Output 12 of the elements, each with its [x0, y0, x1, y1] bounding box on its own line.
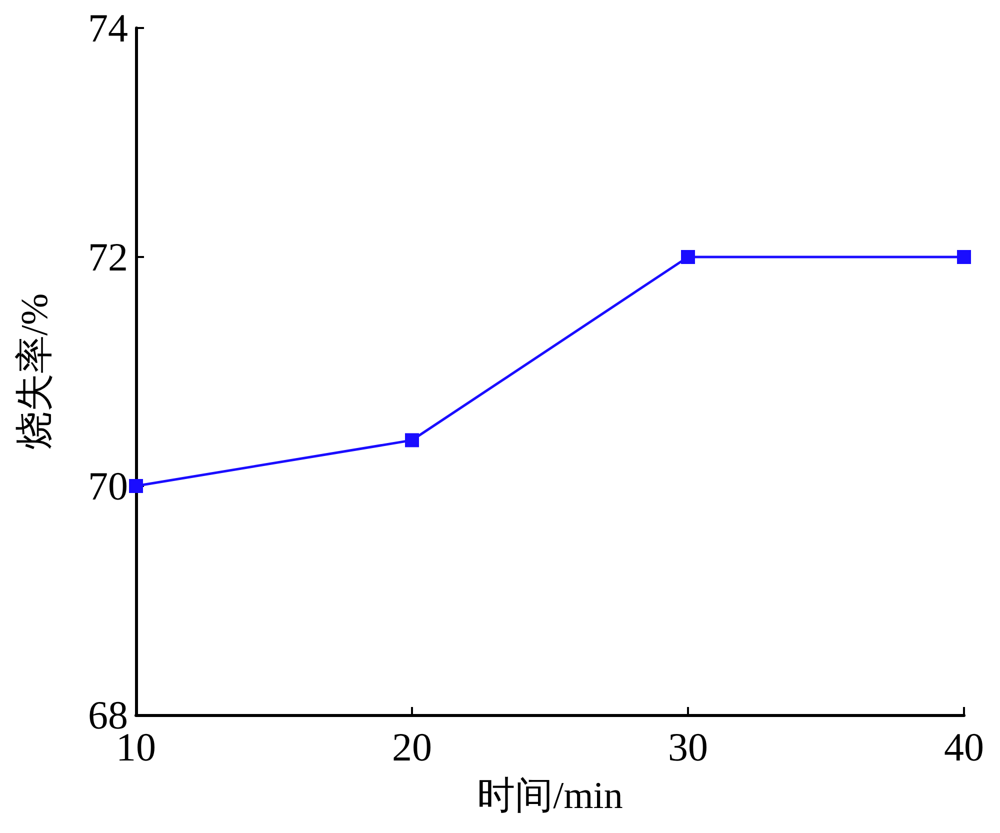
- point: [957, 250, 971, 264]
- point: [405, 433, 419, 448]
- x-tick-label: 30: [668, 724, 708, 770]
- y-tick-label: 74: [88, 6, 128, 50]
- y-tick-label: 70: [88, 464, 128, 508]
- x-tick-label: 40: [944, 724, 984, 770]
- y-tick-label: 72: [88, 234, 128, 280]
- point: [129, 479, 143, 493]
- x-tick-label: 20: [392, 724, 432, 770]
- x-axis-title: 时间/min: [477, 775, 623, 817]
- point: [681, 250, 695, 264]
- y-axis-title: 烧失率/%: [14, 293, 56, 450]
